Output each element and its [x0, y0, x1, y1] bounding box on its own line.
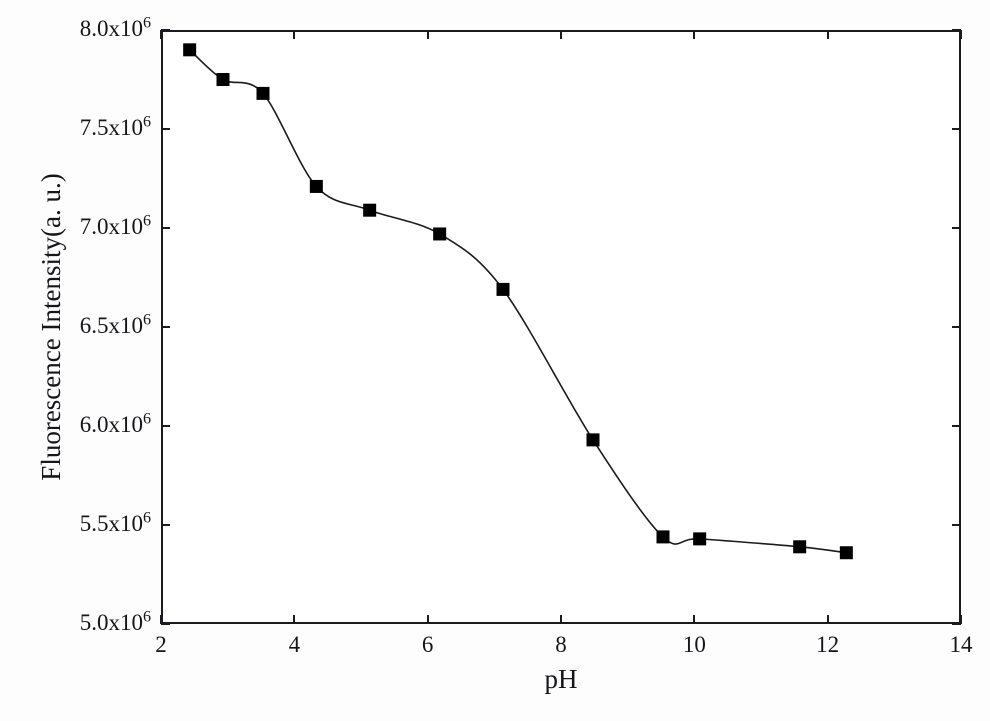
x-axis-title: pH: [545, 664, 578, 695]
y-tick: [161, 326, 170, 328]
x-tick-label: 14: [950, 632, 973, 658]
x-tick-label: 12: [816, 632, 839, 658]
x-tick-top: [293, 30, 295, 39]
y-tick-right: [952, 29, 961, 31]
y-tick: [161, 128, 170, 130]
figure: pH Fluorescence Intensity(a. u.) 2 4 6 8 10 1…: [0, 0, 990, 721]
y-tick: [161, 623, 170, 625]
x-tick: [427, 615, 429, 624]
y-tick-right: [952, 524, 961, 526]
series-line: [190, 50, 847, 553]
x-tick-top: [827, 30, 829, 39]
y-tick-right: [952, 623, 961, 625]
y-tick-right: [952, 326, 961, 328]
plot-area: [161, 30, 961, 624]
x-tick-top: [160, 30, 162, 39]
y-tick-label: 7.5x106: [80, 115, 151, 141]
data-point: [840, 547, 852, 559]
y-tick-label: 6.0x106: [80, 412, 151, 438]
data-point: [694, 533, 706, 545]
x-tick-top: [960, 30, 962, 39]
x-tick-top: [693, 30, 695, 39]
x-tick-label: 8: [555, 632, 567, 658]
y-axis-title: Fluorescence Intensity(a. u.): [36, 173, 67, 480]
data-point: [184, 44, 196, 56]
y-tick-label: 6.5x106: [80, 313, 151, 339]
x-tick-top: [560, 30, 562, 39]
x-tick: [560, 615, 562, 624]
data-point: [434, 228, 446, 240]
y-tick-label: 5.0x106: [80, 610, 151, 636]
y-tick: [161, 227, 170, 229]
data-point: [497, 283, 509, 295]
y-tick-right: [952, 425, 961, 427]
y-tick: [161, 425, 170, 427]
data-point: [794, 541, 806, 553]
x-tick-label: 4: [289, 632, 301, 658]
data-point: [657, 531, 669, 543]
y-tick-label: 7.0x106: [80, 214, 151, 240]
x-tick: [827, 615, 829, 624]
data-point: [587, 434, 599, 446]
y-tick: [161, 29, 170, 31]
x-tick-label: 6: [422, 632, 434, 658]
y-tick-label: 8.0x106: [80, 16, 151, 42]
data-point: [217, 74, 229, 86]
data-point: [364, 204, 376, 216]
data-point: [257, 87, 269, 99]
y-tick: [161, 524, 170, 526]
x-tick-top: [427, 30, 429, 39]
x-tick: [293, 615, 295, 624]
series-svg: [163, 32, 963, 626]
y-tick-label: 5.5x106: [80, 511, 151, 537]
data-point: [310, 180, 322, 192]
y-tick-right: [952, 128, 961, 130]
x-tick-label: 10: [683, 632, 706, 658]
x-tick-label: 2: [155, 632, 167, 658]
x-tick: [693, 615, 695, 624]
y-tick-right: [952, 227, 961, 229]
